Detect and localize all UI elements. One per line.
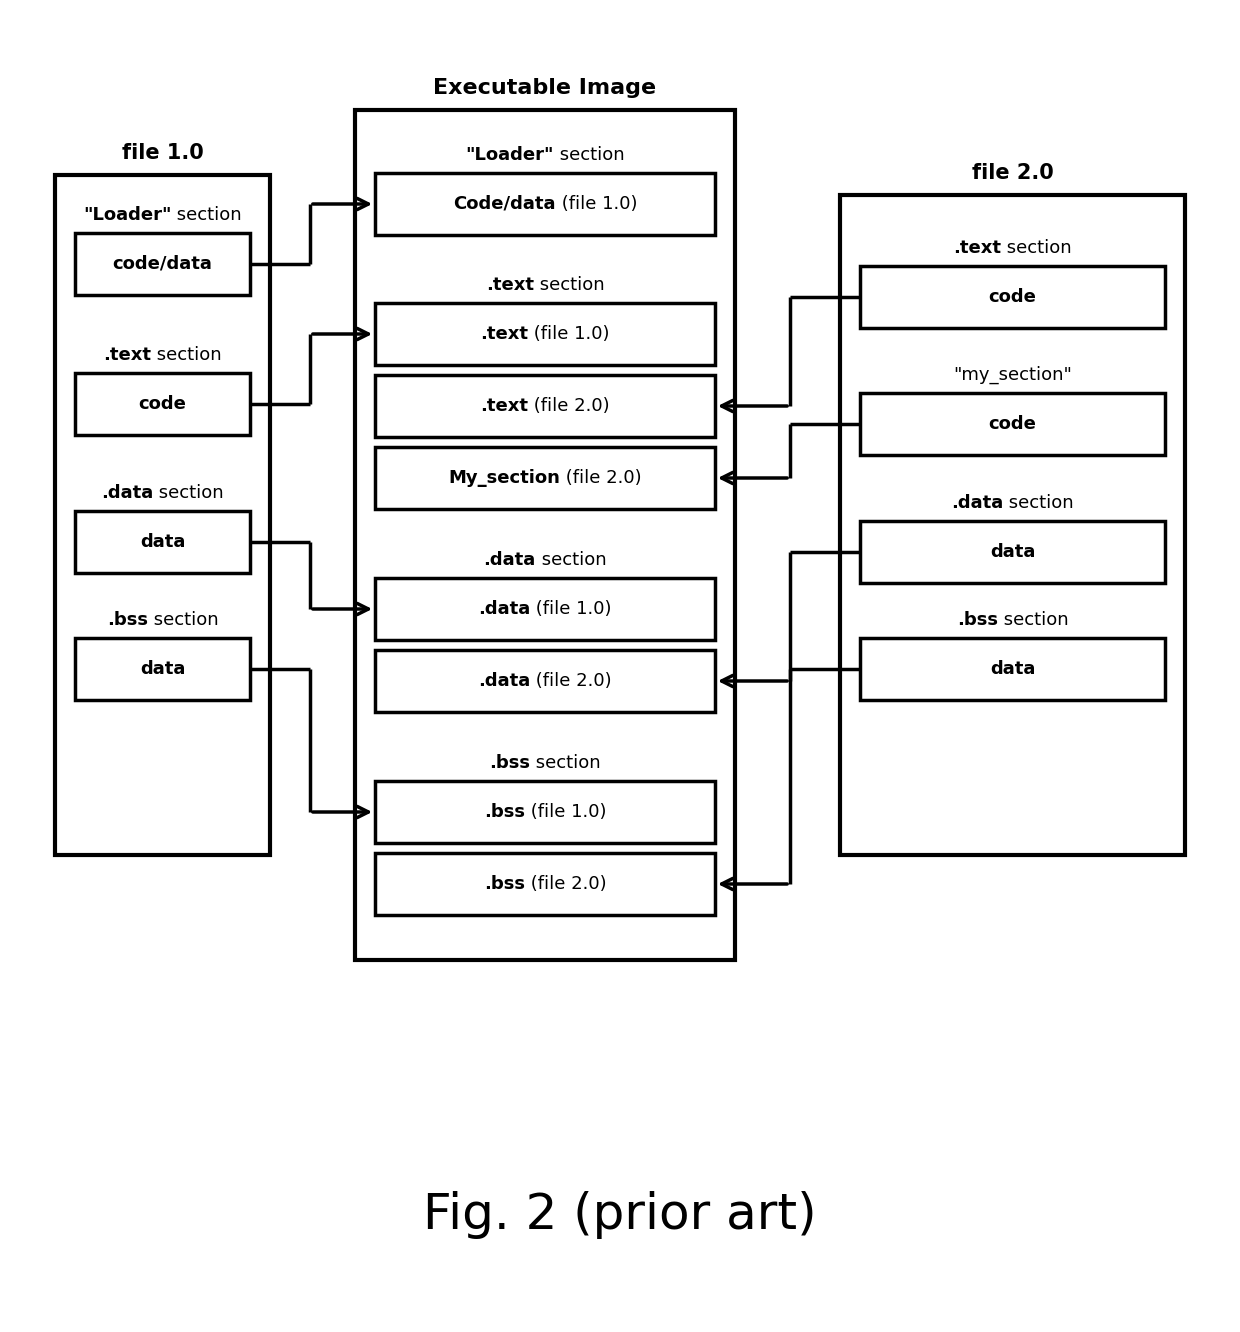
Text: .bss: .bss <box>957 611 998 629</box>
Text: (file 2.0): (file 2.0) <box>528 397 610 416</box>
Text: (file 2.0): (file 2.0) <box>560 469 642 488</box>
Bar <box>374 173 715 234</box>
Text: section: section <box>1001 238 1071 257</box>
Bar <box>374 781 715 843</box>
Text: "Loader": "Loader" <box>83 206 171 224</box>
Text: section: section <box>151 346 222 364</box>
Text: My_section: My_section <box>448 469 560 488</box>
Bar <box>861 521 1166 583</box>
Text: .text: .text <box>954 238 1001 257</box>
Text: data: data <box>990 543 1035 561</box>
Bar <box>861 638 1166 701</box>
Text: .text: .text <box>103 346 151 364</box>
Text: .text: .text <box>480 397 528 416</box>
Text: .data: .data <box>484 551 536 569</box>
Text: code: code <box>988 416 1037 433</box>
Bar <box>861 266 1166 328</box>
Text: section: section <box>536 551 606 569</box>
Bar <box>839 194 1185 855</box>
Text: section: section <box>1003 494 1074 511</box>
Text: Fig. 2 (prior art): Fig. 2 (prior art) <box>423 1191 817 1239</box>
Bar <box>74 233 250 294</box>
Text: (file 2.0): (file 2.0) <box>525 875 606 892</box>
Text: section: section <box>998 611 1069 629</box>
Text: .data: .data <box>951 494 1003 511</box>
Text: section: section <box>533 276 604 294</box>
Bar <box>74 373 250 436</box>
Text: code/data: code/data <box>113 254 212 273</box>
Text: .bss: .bss <box>107 611 148 629</box>
Text: .bss: .bss <box>484 803 525 821</box>
Text: data: data <box>990 659 1035 678</box>
Text: .data: .data <box>479 673 531 690</box>
Text: section: section <box>531 754 601 773</box>
Text: code: code <box>988 288 1037 306</box>
Text: "Loader": "Loader" <box>465 147 554 164</box>
Text: section: section <box>148 611 218 629</box>
Bar <box>861 393 1166 456</box>
Text: data: data <box>140 659 185 678</box>
Text: .text: .text <box>480 325 528 344</box>
Text: .data: .data <box>102 484 154 502</box>
Text: "my_section": "my_section" <box>954 366 1071 384</box>
Text: .bss: .bss <box>484 875 525 892</box>
Text: (file 1.0): (file 1.0) <box>528 325 610 344</box>
Text: (file 1.0): (file 1.0) <box>531 599 611 618</box>
Bar <box>374 852 715 915</box>
Text: section: section <box>154 484 224 502</box>
Text: data: data <box>140 533 185 551</box>
Text: .data: .data <box>479 599 531 618</box>
Text: section: section <box>554 147 625 164</box>
Text: (file 1.0): (file 1.0) <box>556 194 637 213</box>
Text: .bss: .bss <box>490 754 531 773</box>
Text: (file 2.0): (file 2.0) <box>531 673 611 690</box>
Bar <box>374 578 715 639</box>
Bar <box>55 174 270 855</box>
Bar <box>355 111 735 960</box>
Text: .text: .text <box>486 276 533 294</box>
Bar <box>74 638 250 701</box>
Bar <box>374 650 715 713</box>
Text: file 2.0: file 2.0 <box>972 163 1053 182</box>
Bar <box>374 302 715 365</box>
Text: Code/data: Code/data <box>453 194 556 213</box>
Bar <box>74 511 250 573</box>
Bar <box>374 448 715 509</box>
Text: (file 1.0): (file 1.0) <box>525 803 606 821</box>
Text: section: section <box>171 206 242 224</box>
Text: Executable Image: Executable Image <box>434 79 656 99</box>
Text: file 1.0: file 1.0 <box>122 143 203 163</box>
Bar <box>374 376 715 437</box>
Text: code: code <box>139 396 186 413</box>
